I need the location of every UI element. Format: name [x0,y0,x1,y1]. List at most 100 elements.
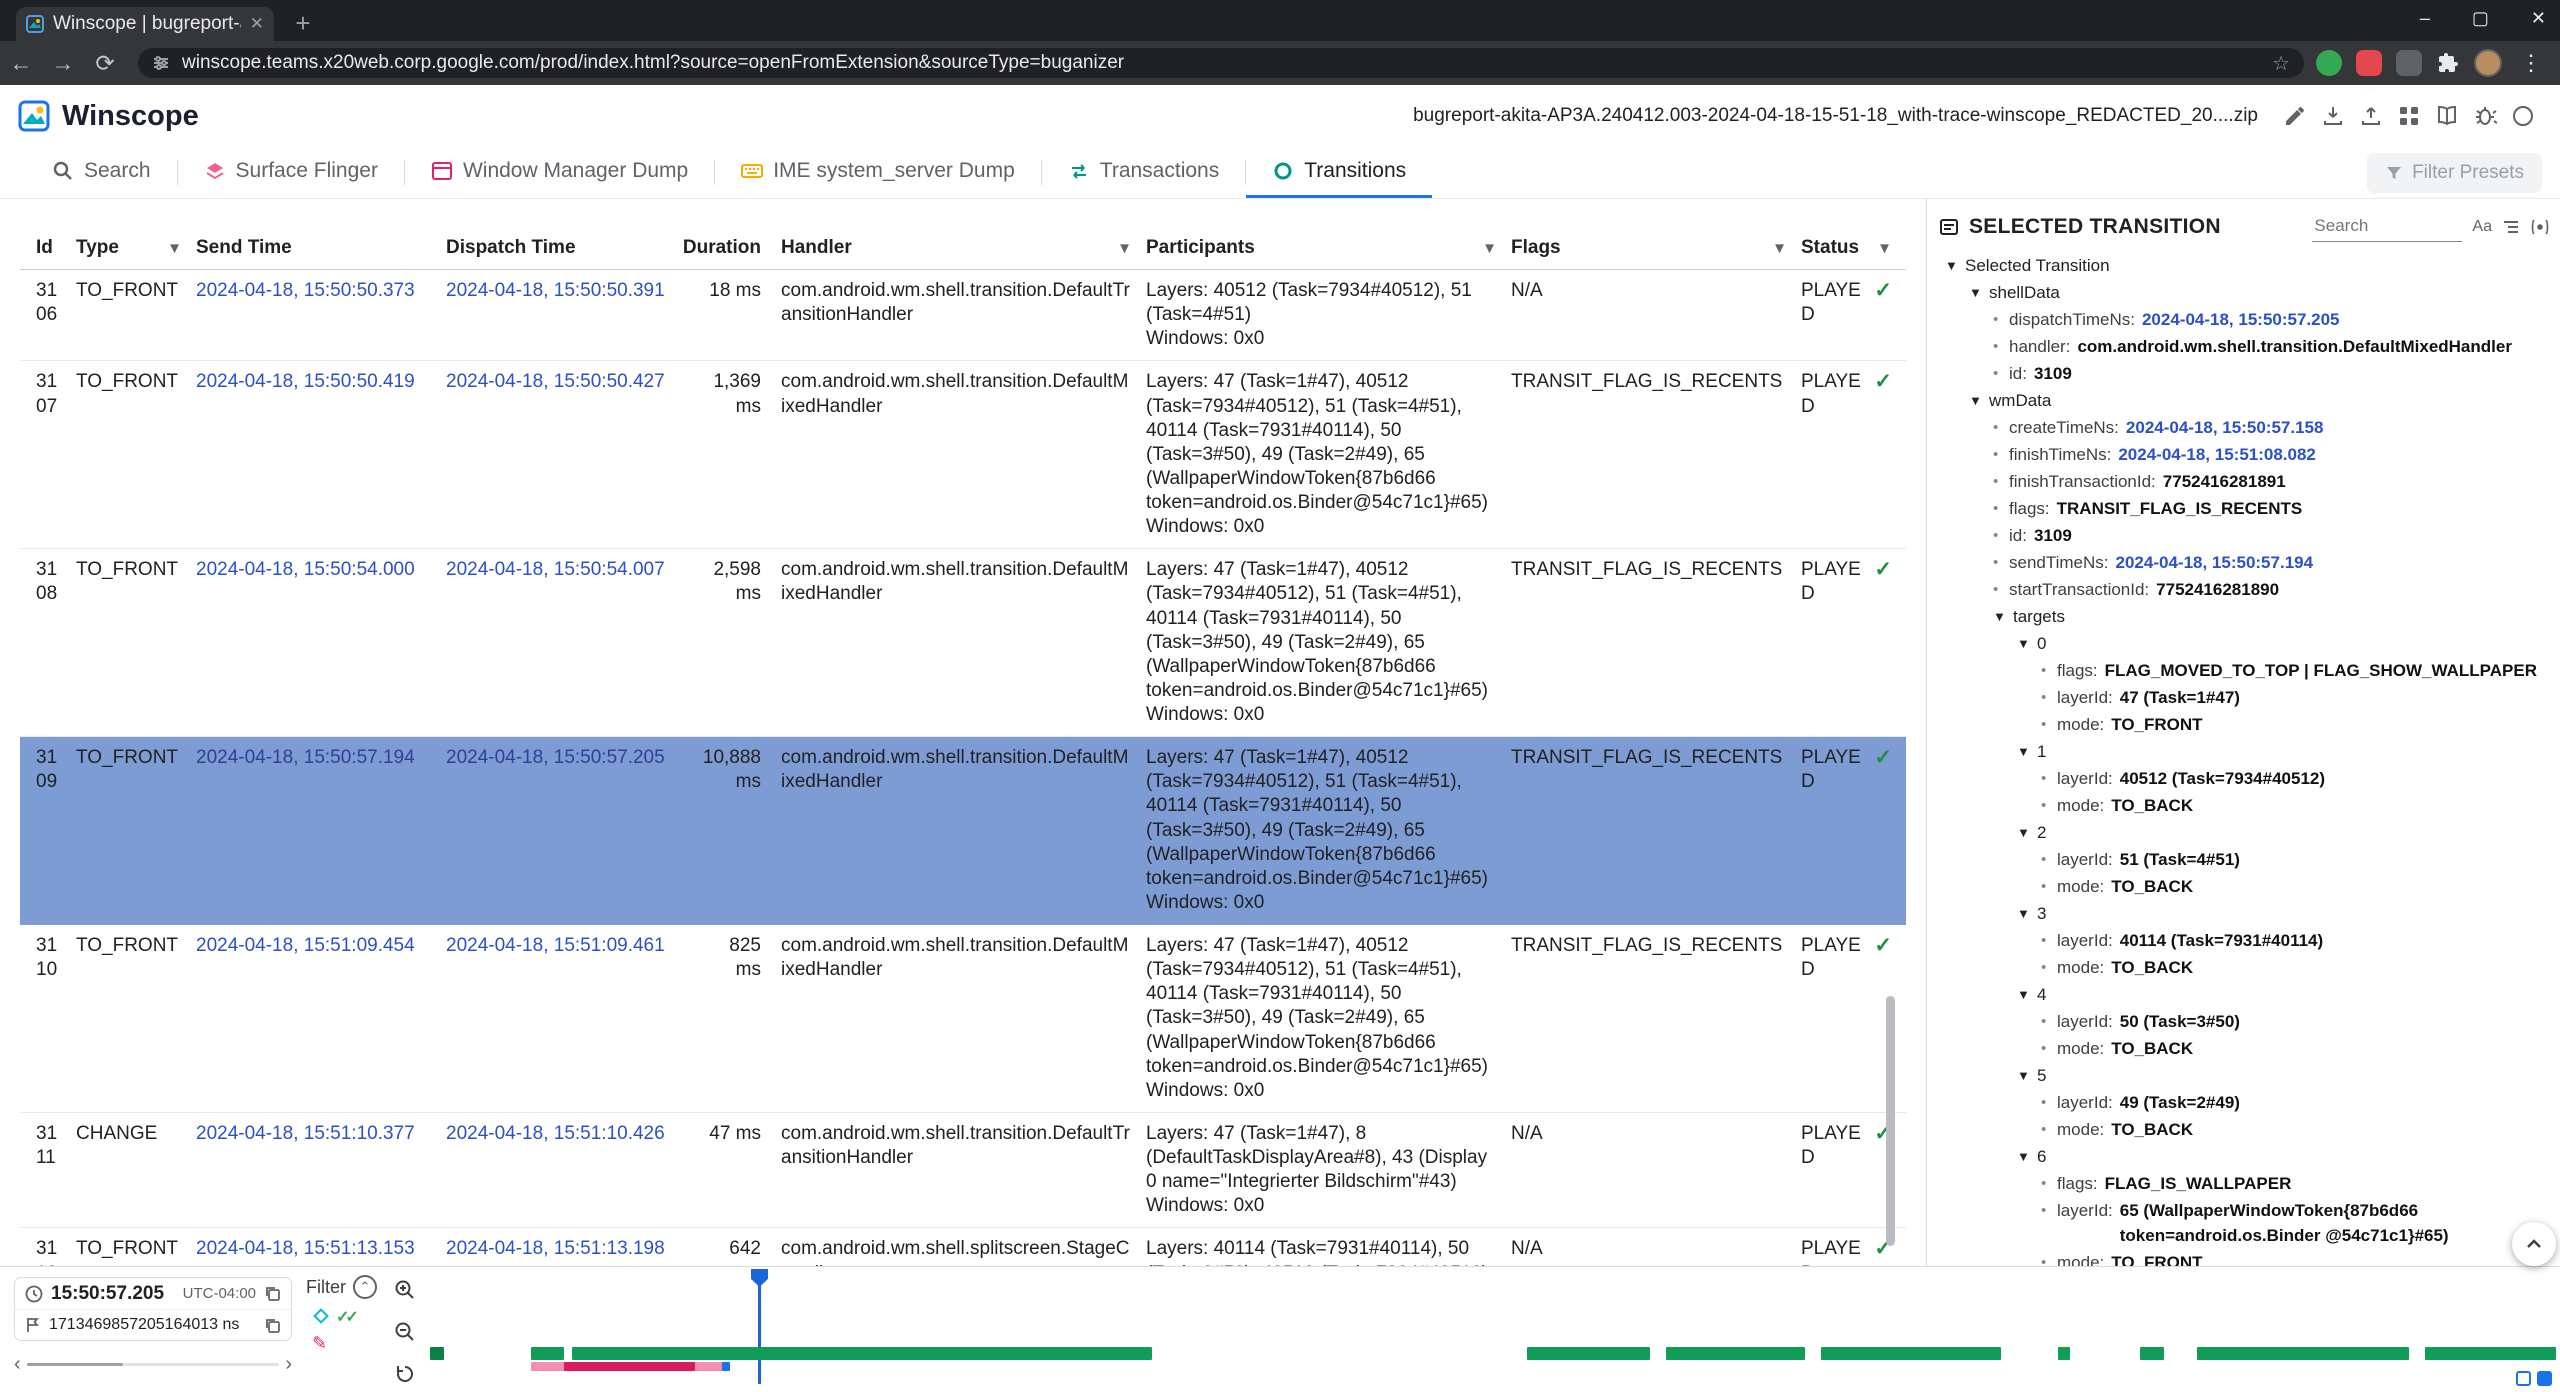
tree-item[interactable]: ▼ • id: 3109 [1939,360,2550,387]
tree-item[interactable]: ▼ • 2 [1939,819,2550,846]
tree-item[interactable]: ▼ • 0 [1939,630,2550,657]
tree-item[interactable]: ▼ • createTimeNs: 2024-04-18, 15:50:57.1… [1939,414,2550,441]
tree-item[interactable]: ▼ • Selected Transition [1939,252,2550,279]
scroll-left-icon[interactable]: ‹ [14,1352,21,1375]
transitions-trace-icon[interactable] [312,1307,330,1325]
participants-filter-dropdown-icon[interactable]: ▼ [1482,239,1497,257]
flags-filter-dropdown-icon[interactable]: ▼ [1772,239,1787,257]
timeline-segment[interactable] [430,1347,444,1360]
playhead-handle[interactable] [751,1269,768,1287]
table-row[interactable]: 3110 TO_FRONT 2024-04-18, 15:51:09.454 2… [20,925,1906,1113]
tree-item[interactable]: ▼ • targets [1939,603,2550,630]
dispatch-time-link[interactable]: 2024-04-18, 15:50:50.391 [446,280,665,301]
timeline-segment[interactable] [2058,1347,2070,1360]
send-time-link[interactable]: 2024-04-18, 15:51:13.153 [196,1238,415,1260]
tree-item[interactable]: ▼ • mode: TO_BACK [1939,954,2550,981]
tree-item[interactable]: ▼ • dispatchTimeNs: 2024-04-18, 15:50:57… [1939,306,2550,333]
window-minimize-button[interactable]: – [2419,8,2430,28]
timeline-playhead[interactable] [751,1269,768,1384]
tab-close-icon[interactable]: ✕ [249,14,264,33]
send-time-link[interactable]: 2024-04-18, 15:50:50.373 [196,280,415,301]
tree-item[interactable]: ▼ • id: 3109 [1939,522,2550,549]
bug-report-icon[interactable] [2466,97,2504,135]
timeline-marker-icon[interactable] [2537,1371,2552,1386]
tree-item[interactable]: ▼ • 5 [1939,1062,2550,1089]
tree-item[interactable]: ▼ • layerId: 51 (Task=4#51) [1939,846,2550,873]
expand-arrow-icon[interactable]: ▼ [1969,393,1982,408]
expand-arrow-icon[interactable]: ▼ [2017,987,2030,1002]
tree-item[interactable]: ▼ • wmData [1939,387,2550,414]
site-info-icon[interactable] [152,54,170,72]
zoom-reset-button[interactable] [390,1359,420,1389]
timeline-segment[interactable] [531,1347,564,1360]
timeline-segment[interactable] [2197,1347,2409,1360]
reload-icon[interactable]: ⟳ [95,49,115,76]
bookmark-star-icon[interactable]: ☆ [2272,52,2290,75]
expand-arrow-icon[interactable]: ▼ [2017,744,2030,759]
tree-item[interactable]: ▼ • flags: FLAG_IS_WALLPAPER [1939,1170,2550,1197]
regex-icon[interactable] [2530,218,2550,235]
send-time-link[interactable]: 2024-04-18, 15:50:50.419 [196,371,415,393]
flat-view-icon[interactable] [2502,218,2520,236]
copy-time-icon[interactable] [264,1285,281,1302]
tab-window-manager-dump[interactable]: Window Manager Dump [405,147,714,198]
timeline-segment[interactable] [2140,1347,2164,1360]
tree-item[interactable]: ▼ • 1 [1939,738,2550,765]
back-icon[interactable]: ← [9,49,33,76]
browser-tab[interactable]: Winscope | bugreport-ak... ✕ [16,7,274,41]
tree-item[interactable]: ▼ • mode: TO_BACK [1939,1035,2550,1062]
status-filter-dropdown-icon[interactable]: ▼ [1877,239,1892,257]
zoom-out-button[interactable] [390,1317,420,1347]
edit-icon[interactable] [2276,97,2314,135]
dispatch-time-link[interactable]: 2024-04-18, 15:51:13.198 [446,1238,665,1260]
dispatch-time-link[interactable]: 2024-04-18, 15:51:09.461 [446,935,665,956]
table-row[interactable]: 3108 TO_FRONT 2024-04-18, 15:50:54.000 2… [20,549,1906,738]
tree-item[interactable]: ▼ • flags: TRANSIT_FLAG_IS_RECENTS [1939,495,2550,522]
expand-arrow-icon[interactable]: ▼ [2017,636,2030,651]
tree-item[interactable]: ▼ • mode: TO_BACK [1939,792,2550,819]
tree-item[interactable]: ▼ • finishTimeNs: 2024-04-18, 15:51:08.0… [1939,441,2550,468]
scroll-to-top-button[interactable] [2512,1222,2556,1266]
timeline-bookmark-icon[interactable] [2516,1371,2531,1386]
expand-arrow-icon[interactable]: ▼ [1993,609,2006,624]
documentation-icon[interactable] [2428,97,2466,135]
tree-item[interactable]: ▼ • layerId: 65 (WallpaperWindowToken{87… [1939,1197,2550,1249]
window-maximize-button[interactable]: ▢ [2471,8,2489,28]
expand-arrow-icon[interactable]: ▼ [2017,825,2030,840]
table-row[interactable]: 3106 TO_FRONT 2024-04-18, 15:50:50.373 2… [20,270,1906,362]
send-time-link[interactable]: 2024-04-18, 15:51:10.377 [196,1122,415,1144]
tree-item[interactable]: ▼ • layerId: 47 (Task=1#47) [1939,684,2550,711]
timeline-track[interactable] [430,1267,2556,1392]
profile-avatar[interactable] [2474,49,2502,77]
timeline-segment[interactable] [572,1347,1152,1360]
send-time-link[interactable]: 2024-04-18, 15:51:09.454 [196,935,415,956]
copy-ns-icon[interactable] [264,1317,281,1334]
tree-item[interactable]: ▼ • startTransactionId: 7752416281890 [1939,576,2550,603]
expand-arrow-icon[interactable]: ▼ [2017,1149,2030,1164]
download-icon[interactable] [2314,97,2352,135]
timeline-segment[interactable] [2425,1347,2556,1360]
tree-item[interactable]: ▼ • 6 [1939,1143,2550,1170]
table-row[interactable]: 3111 CHANGE 2024-04-18, 15:51:10.377 202… [20,1113,1906,1229]
tree-item[interactable]: ▼ • layerId: 40114 (Task=7931#40114) [1939,927,2550,954]
match-case-button[interactable]: Aa [2472,217,2492,235]
new-tab-button[interactable]: + [295,8,311,38]
tab-surface-flinger[interactable]: Surface Flinger [178,147,404,198]
timeline-segment[interactable] [1821,1347,2001,1360]
timeline-scroll-track[interactable] [26,1362,280,1366]
timeline-scroll-thumb[interactable] [26,1362,123,1366]
timeline-segment[interactable] [1527,1347,1650,1360]
timeline-scrollbar[interactable]: ‹ › [14,1351,292,1377]
tab-transitions[interactable]: Transitions [1246,147,1433,198]
dispatch-time-link[interactable]: 2024-04-18, 15:50:50.427 [446,371,665,393]
tree-item[interactable]: ▼ • sendTimeNs: 2024-04-18, 15:50:57.194 [1939,549,2550,576]
expand-arrow-icon[interactable]: ▼ [1945,258,1958,273]
extension-icon-red[interactable] [2356,50,2382,76]
table-row[interactable]: 3112 TO_FRONT 2024-04-18, 15:51:13.153 2… [20,1228,1906,1266]
tab-ime-system-server-dump[interactable]: IME system_server Dump [715,147,1041,198]
timeline-segment[interactable] [1666,1347,1805,1360]
tree-item[interactable]: ▼ • layerId: 50 (Task=3#50) [1939,1008,2550,1035]
tree-item[interactable]: ▼ • layerId: 40512 (Task=7934#40512) [1939,765,2550,792]
scroll-right-icon[interactable]: › [285,1352,292,1375]
send-time-link[interactable]: 2024-04-18, 15:50:57.194 [196,747,415,769]
